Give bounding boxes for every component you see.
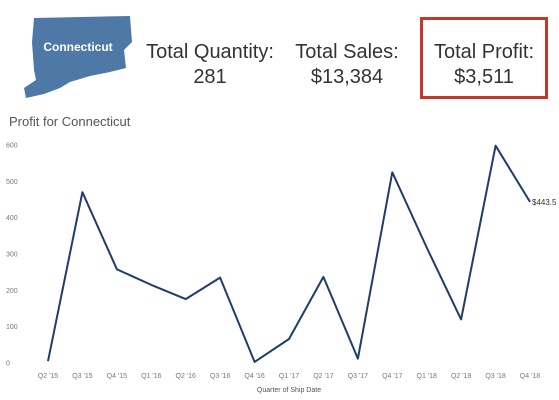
x-tick-label: Q3 '18: [485, 373, 506, 380]
y-tick-label: 200: [6, 288, 18, 295]
profit-data-point[interactable]: [458, 316, 464, 322]
kpi-sales-label: Total Sales:: [295, 41, 399, 63]
y-tick-label: 400: [6, 215, 18, 222]
end-value-label: $443.5: [532, 198, 557, 207]
kpi-total-sales: Total Sales: $13,384: [292, 40, 402, 90]
profit-data-point[interactable]: [79, 189, 85, 195]
x-tick-label: Q3 '17: [348, 373, 369, 380]
profit-data-point[interactable]: [320, 274, 326, 280]
kpi-quantity-label: Total Quantity:: [146, 41, 274, 63]
x-axis-title: Quarter of Ship Date: [257, 387, 321, 394]
profit-data-point[interactable]: [252, 359, 258, 365]
kpi-total-quantity: Total Quantity: 281: [146, 40, 274, 90]
profit-data-point[interactable]: [183, 296, 189, 302]
x-tick-label: Q1 '17: [279, 373, 300, 380]
x-tick-label: Q3 '15: [72, 373, 93, 380]
profit-data-point[interactable]: [389, 169, 395, 175]
y-tick-label: 500: [6, 179, 18, 186]
profit-series-line[interactable]: [47, 144, 531, 363]
y-tick-label: 100: [6, 324, 18, 331]
x-tick-label: Q4 '17: [382, 373, 403, 380]
kpi-profit-value: $3,511: [454, 66, 514, 88]
connecticut-map-shape[interactable]: [20, 12, 135, 98]
x-tick-label: Q2 '16: [176, 373, 197, 380]
profit-data-point[interactable]: [355, 356, 361, 362]
y-tick-label: 300: [6, 252, 18, 259]
profit-data-point[interactable]: [45, 358, 51, 364]
state-name-label: Connecticut: [43, 40, 113, 54]
y-tick-label: 0: [6, 361, 10, 368]
x-tick-label: Q1 '16: [141, 373, 162, 380]
kpi-sales-value: $13,384: [310, 66, 384, 88]
profit-data-point[interactable]: [217, 275, 223, 281]
kpi-profit-label: Total Profit:: [433, 41, 535, 63]
x-tick-label: Q2 '18: [451, 373, 472, 380]
x-tick-label: Q4 '18: [520, 373, 541, 380]
x-tick-label: Q4 '15: [107, 373, 128, 380]
profit-line-chart[interactable]: 0 100 200 300 400 500 600 Q2 '15 Q3 '15 Q4 '15 Q1 …: [0, 130, 559, 400]
profit-data-point[interactable]: [424, 244, 430, 250]
kpi-total-profit: Total Profit: $3,511: [420, 17, 548, 99]
x-tick-label: Q2 '15: [38, 373, 59, 380]
profit-data-point[interactable]: [286, 336, 292, 342]
x-tick-label: Q3 '16: [210, 373, 231, 380]
profit-data-point[interactable]: [493, 143, 499, 149]
chart-title: Profit for Connecticut: [9, 114, 131, 129]
y-tick-label: 600: [6, 143, 18, 150]
x-tick-label: Q4 '16: [244, 373, 265, 380]
profit-data-point[interactable]: [114, 266, 120, 272]
x-tick-label: Q2 '17: [313, 373, 334, 380]
kpi-quantity-value: 281: [193, 66, 227, 88]
profit-data-point[interactable]: [148, 282, 154, 288]
x-tick-label: Q1 '18: [417, 373, 438, 380]
